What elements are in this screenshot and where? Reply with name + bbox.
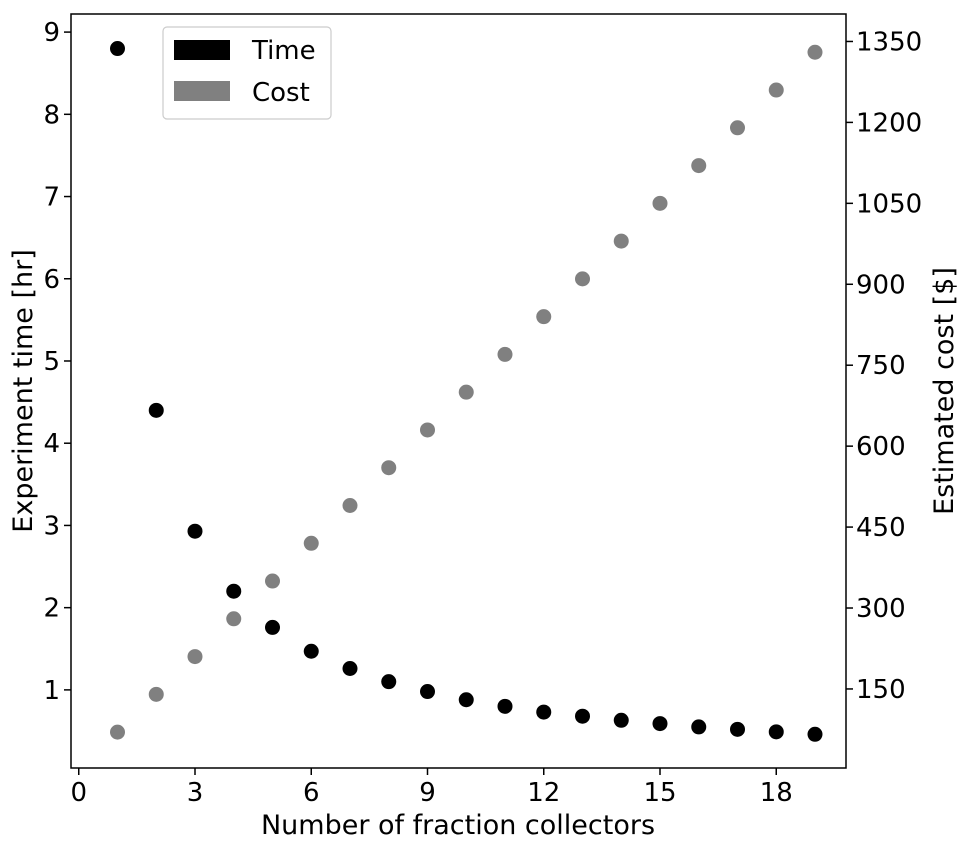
cost-point xyxy=(458,384,474,400)
legend: Time Cost xyxy=(162,26,332,120)
cost-point xyxy=(691,158,707,174)
right-y-tick-label: 1350 xyxy=(856,27,922,57)
time-point xyxy=(497,698,513,714)
time-point xyxy=(303,643,319,659)
x-tick-label: 12 xyxy=(527,778,560,808)
right-y-tick-label: 1200 xyxy=(856,108,922,138)
left-y-tick-label: 3 xyxy=(43,511,60,541)
x-tick-label: 18 xyxy=(760,778,793,808)
time-point xyxy=(575,708,590,724)
time-point xyxy=(536,704,552,720)
time-point xyxy=(730,721,745,737)
right-y-tick-label: 300 xyxy=(856,594,906,624)
time-point xyxy=(342,661,358,677)
cost-point xyxy=(730,120,745,136)
time-point xyxy=(652,716,668,732)
x-axis-title: Number of fraction collectors xyxy=(261,810,655,841)
time-point xyxy=(458,692,474,708)
legend-label-cost: Cost xyxy=(252,78,310,108)
x-tick-label: 3 xyxy=(187,778,204,808)
left-y-axis-title: Experiment time [hr] xyxy=(8,249,39,532)
cost-point xyxy=(148,686,164,702)
right-y-axis-title: Estimated cost [$] xyxy=(929,267,960,515)
cost-point xyxy=(768,82,784,98)
cost-point xyxy=(575,271,590,287)
plot-frame xyxy=(70,13,847,769)
left-y-tick-label: 7 xyxy=(43,183,60,213)
cost-point xyxy=(536,309,552,325)
time-point xyxy=(613,712,629,728)
left-y-tick-label: 5 xyxy=(43,347,60,377)
legend-swatch-time xyxy=(174,40,230,60)
time-point xyxy=(226,583,242,599)
time-point xyxy=(768,724,784,740)
cost-point xyxy=(381,460,397,476)
legend-swatch-cost xyxy=(174,81,230,101)
left-y-tick-label: 2 xyxy=(43,594,60,624)
legend-label-time: Time xyxy=(251,36,316,66)
x-tick-label: 0 xyxy=(70,778,87,808)
cost-point xyxy=(110,724,125,740)
left-y-tick-label: 8 xyxy=(43,100,60,130)
cost-point xyxy=(187,649,203,665)
left-y-axis-ticks: 1 2 3 4 5 6 7 8 9 xyxy=(43,18,71,706)
right-y-tick-label: 1050 xyxy=(856,189,922,219)
x-tick-label: 9 xyxy=(419,778,436,808)
right-y-tick-label: 600 xyxy=(856,432,906,462)
cost-point xyxy=(342,497,358,513)
time-point xyxy=(265,619,280,635)
cost-point xyxy=(303,535,319,551)
x-axis-ticks: 0 3 6 9 12 15 18 xyxy=(70,768,793,808)
right-y-tick-label: 450 xyxy=(856,513,906,543)
right-y-tick-label: 750 xyxy=(856,351,906,381)
x-tick-label: 15 xyxy=(643,778,676,808)
cost-point xyxy=(652,195,668,211)
time-point xyxy=(110,41,125,57)
time-point xyxy=(381,674,397,690)
cost-point xyxy=(226,611,242,627)
time-point xyxy=(420,684,435,700)
left-y-tick-label: 1 xyxy=(43,676,60,706)
time-point xyxy=(807,726,823,742)
left-y-tick-label: 4 xyxy=(43,429,60,459)
right-y-tick-label: 150 xyxy=(856,675,906,705)
time-point xyxy=(691,719,707,735)
cost-point xyxy=(613,233,629,249)
x-tick-label: 6 xyxy=(303,778,320,808)
left-y-tick-label: 9 xyxy=(43,18,60,48)
time-point xyxy=(187,523,203,539)
data-points xyxy=(110,41,823,742)
right-y-axis-ticks: 150 300 450 600 750 900 1050 1200 1350 xyxy=(846,27,922,705)
time-point xyxy=(148,402,164,418)
cost-point xyxy=(420,422,435,438)
left-y-tick-label: 6 xyxy=(43,265,60,295)
right-y-tick-label: 900 xyxy=(856,270,906,300)
cost-point xyxy=(497,346,513,362)
cost-point xyxy=(807,44,823,60)
cost-point xyxy=(265,573,280,589)
